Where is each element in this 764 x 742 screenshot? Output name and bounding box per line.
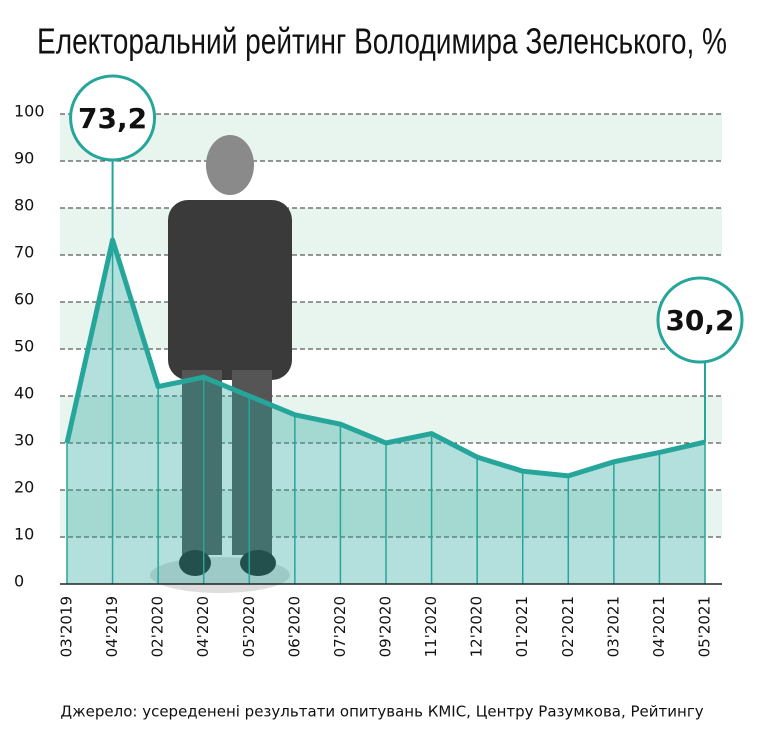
x-tick-label: 03'2021 — [604, 596, 622, 657]
x-tick-label: 04'2019 — [103, 596, 121, 657]
y-tick-label: 80 — [14, 196, 34, 215]
callout-circle — [656, 276, 744, 364]
y-tick-label: 90 — [14, 149, 34, 168]
chart-title: Електоральний рейтинг Володимира Зеленсь… — [37, 21, 727, 62]
x-tick-label: 05'2021 — [696, 596, 714, 657]
x-tick-label: 03'2019 — [58, 596, 76, 657]
x-tick-label: 02'2021 — [559, 596, 577, 657]
band — [60, 490, 722, 537]
area-fill — [67, 239, 705, 584]
x-tick-label: 11'2020 — [422, 596, 440, 657]
x-tick-label: 01'2021 — [513, 596, 531, 657]
y-tick-label: 70 — [14, 243, 34, 262]
plot: 03'2019 04'2019 02'2020 04'2020 05'2020 06'20… — [58, 74, 744, 657]
bands: 0 10 20 30 40 50 60 70 80 90 100 — [14, 102, 722, 591]
x-tick-label: 07'2020 — [331, 596, 349, 657]
line — [64, 237, 706, 479]
y-tick-label: 10 — [14, 525, 34, 544]
band — [60, 208, 722, 255]
x-tick-label: 06'2020 — [285, 596, 303, 657]
person-photo — [150, 135, 292, 593]
y-tick-label: 40 — [14, 384, 34, 403]
y-tick-label: 30 — [14, 431, 34, 450]
y-tick-label: 20 — [14, 478, 34, 497]
value-label: 73,2 — [78, 102, 147, 135]
callout-circle — [69, 74, 157, 162]
x-tick-label: 05'2020 — [240, 596, 258, 657]
band — [60, 396, 722, 443]
x-tick-label: 12'2020 — [468, 596, 486, 657]
source-note: Джерело: усереденені результати опитуван… — [60, 703, 703, 721]
x-tick-label: 09'2020 — [377, 596, 395, 657]
band — [60, 302, 722, 349]
x-tick-label: 02'2020 — [149, 596, 167, 657]
y-tick-label: 0 — [14, 572, 24, 591]
value-label: 30,2 — [665, 304, 734, 337]
y-tick-label: 50 — [14, 337, 34, 356]
x-tick-label: 04'2020 — [194, 596, 212, 657]
band — [60, 114, 722, 161]
y-tick-label: 100 — [14, 102, 45, 121]
x-tick-label: 04'2021 — [650, 596, 668, 657]
y-tick-label: 60 — [14, 290, 34, 309]
